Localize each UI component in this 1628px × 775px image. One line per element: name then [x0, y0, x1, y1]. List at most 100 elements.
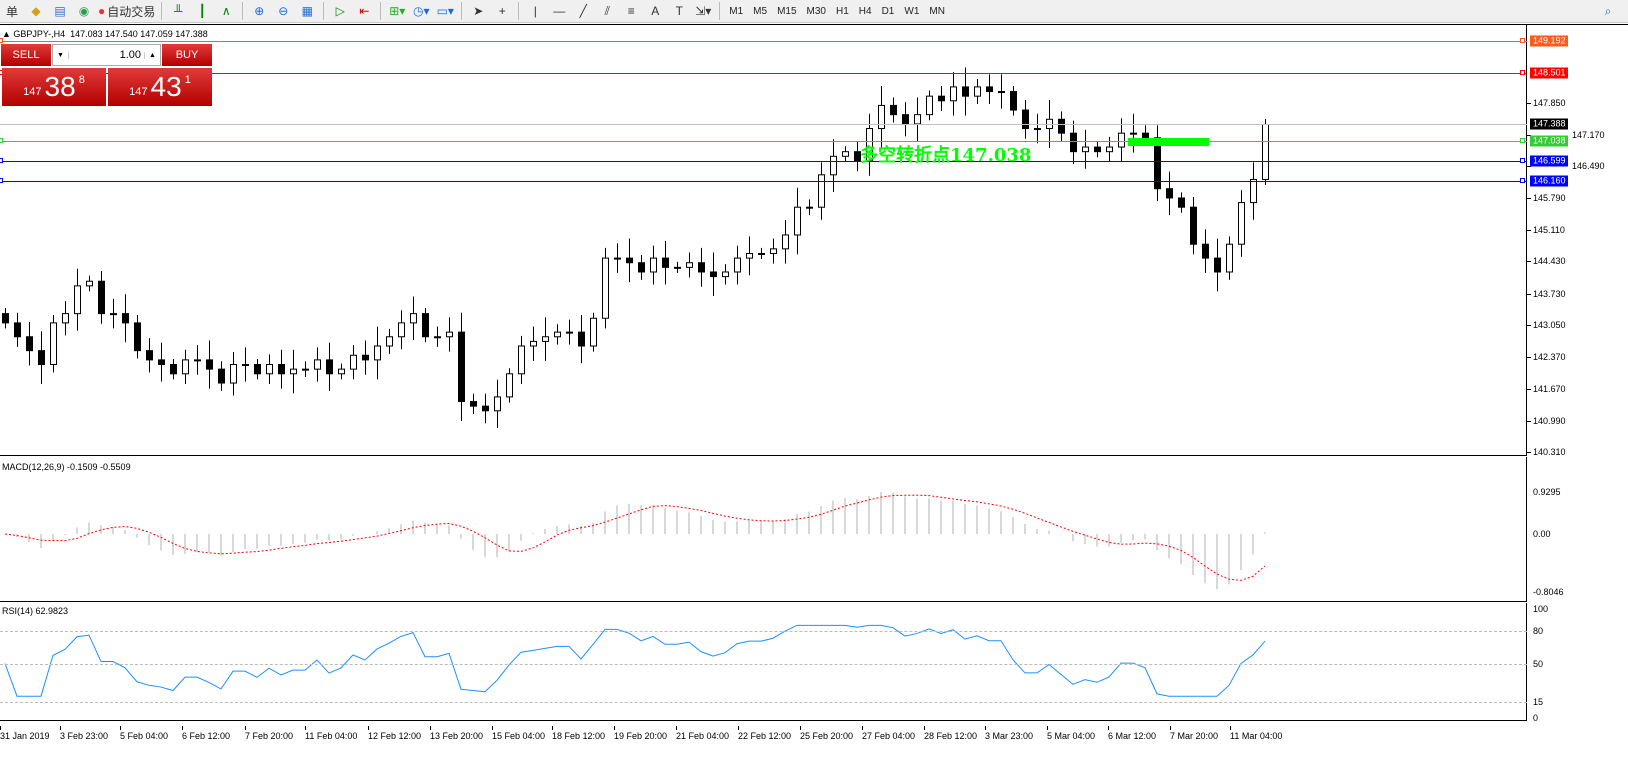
text-icon[interactable]: A [651, 4, 660, 18]
chart-window[interactable]: ▲ GBPJPY-,H4 147.083 147.540 147.059 147… [0, 24, 1628, 744]
timeframe-w1[interactable]: W1 [904, 5, 920, 17]
level-line[interactable] [0, 124, 1527, 125]
auto-scroll-icon[interactable]: ▷ [335, 4, 345, 18]
sell-button[interactable]: SELL [1, 44, 51, 66]
lot-input[interactable]: ▼ 1.00 ▲ [52, 44, 161, 66]
bear-candle [1058, 118, 1065, 134]
level-line[interactable] [0, 141, 1527, 142]
bull-candle [866, 128, 873, 162]
bull-candle [182, 359, 189, 375]
bull-candle [302, 368, 309, 371]
search-icon[interactable]: ⌕ [1604, 3, 1612, 18]
level-line[interactable] [0, 161, 1527, 162]
pivot-annotation[interactable]: 多空转折点147.038 [860, 145, 1032, 166]
timeframe-mn[interactable]: MN [929, 5, 945, 17]
price-label: 143.730 [1533, 288, 1566, 299]
fibonacci-icon[interactable]: ≡ [627, 4, 635, 18]
level-line[interactable] [0, 181, 1527, 182]
level-handle[interactable] [1520, 69, 1525, 75]
bear-candle [158, 359, 165, 366]
level-handle[interactable] [0, 38, 3, 43]
bull-candle [806, 206, 813, 209]
chart-shift-icon[interactable]: ⇤ [359, 4, 370, 18]
level-line[interactable] [0, 73, 1527, 74]
rsi-level-line [0, 630, 1527, 632]
bull-candle [926, 95, 933, 116]
buy-price[interactable]: 147 43 1 [108, 68, 212, 106]
line-chart-icon[interactable]: ∧ [221, 4, 231, 18]
new-order-icon[interactable]: ◆ [31, 4, 41, 18]
level-line[interactable] [0, 41, 1527, 42]
level-handle[interactable] [0, 157, 3, 163]
level-handle[interactable] [0, 137, 3, 143]
level-handle[interactable] [1520, 178, 1525, 184]
bull-candle [1046, 118, 1053, 130]
indicators-icon[interactable]: ⊞▾ [389, 4, 406, 18]
autotrade-button[interactable]: ● 自动交易 [98, 1, 155, 21]
timeframe-h1[interactable]: H1 [835, 5, 849, 17]
cursor-icon[interactable]: ➤ [473, 4, 484, 18]
sell-price[interactable]: 147 38 8 [2, 68, 106, 106]
time-label: 5 Feb 04:00 [120, 726, 169, 741]
bear-candle [1166, 188, 1173, 199]
text-label-icon[interactable]: T [675, 4, 683, 18]
signals-icon[interactable]: ◉ [78, 4, 90, 18]
sell-price-fraction: 8 [78, 74, 85, 86]
bull-candle [590, 317, 597, 347]
periods-icon[interactable]: ◷▾ [413, 4, 430, 18]
bull-candle [614, 257, 621, 260]
macd-label: 0.00 [1533, 529, 1551, 539]
level-handle[interactable] [1520, 137, 1525, 143]
vertical-line-icon[interactable]: | [533, 4, 537, 18]
lot-increase-button[interactable]: ▲ [144, 51, 160, 59]
arrows-icon[interactable]: ⇲▾ [695, 4, 712, 18]
bull-candle [794, 206, 801, 236]
equidistant-channel-icon[interactable]: ⫽ [604, 3, 610, 18]
level-handle[interactable] [0, 178, 3, 184]
level-handle[interactable] [1520, 157, 1525, 163]
timeframe-m15[interactable]: M15 [777, 5, 797, 17]
bar-chart-icon[interactable]: ╨ [174, 4, 183, 18]
rsi-line [4, 624, 1266, 697]
bear-candle [938, 95, 945, 102]
menu-label[interactable]: 单 [5, 4, 18, 19]
bull-candle [650, 257, 657, 273]
timeframe-m5[interactable]: M5 [753, 5, 768, 17]
horizontal-line-icon[interactable]: — [553, 4, 566, 18]
pivot-marker [1128, 138, 1209, 146]
tile-windows-icon[interactable]: ▦ [301, 4, 313, 18]
bull-candle [194, 359, 201, 362]
buy-label: BUY [175, 49, 199, 61]
bull-candle [818, 174, 825, 208]
buy-button[interactable]: BUY [162, 44, 212, 66]
lot-value: 1.00 [119, 49, 141, 61]
timeframe-m30[interactable]: M30 [806, 5, 826, 17]
bull-candle [74, 285, 81, 315]
rsi-label: 15 [1533, 696, 1544, 707]
lot-decrease-button[interactable]: ▼ [53, 51, 69, 59]
bear-candle [1190, 206, 1197, 245]
bull-candle [1082, 146, 1089, 153]
market-watch-icon[interactable]: ▤ [54, 4, 66, 18]
bull-candle [230, 364, 237, 384]
bear-candle [986, 86, 993, 93]
level-handle[interactable] [1520, 38, 1525, 43]
trendline-icon[interactable]: ╱ [579, 4, 587, 18]
candlestick-icon[interactable]: ┃ [198, 4, 206, 18]
crosshair-icon[interactable]: + [498, 4, 506, 18]
price-label: 145.790 [1533, 193, 1566, 204]
templates-icon[interactable]: ▭▾ [436, 4, 454, 18]
timeframe-h4[interactable]: H4 [858, 5, 872, 17]
bull-candle [674, 266, 681, 269]
timeframe-d1[interactable]: D1 [881, 5, 895, 17]
zoom-in-icon[interactable]: ⊕ [254, 4, 265, 18]
price-tick [1527, 389, 1531, 391]
bull-candle [1238, 202, 1245, 245]
bear-candle [638, 262, 645, 273]
zoom-out-icon[interactable]: ⊖ [278, 4, 289, 18]
bull-candle [386, 336, 393, 347]
bull-candle [446, 331, 453, 338]
autotrade-icon: ● [98, 4, 106, 18]
timeframe-m1[interactable]: M1 [729, 5, 744, 17]
